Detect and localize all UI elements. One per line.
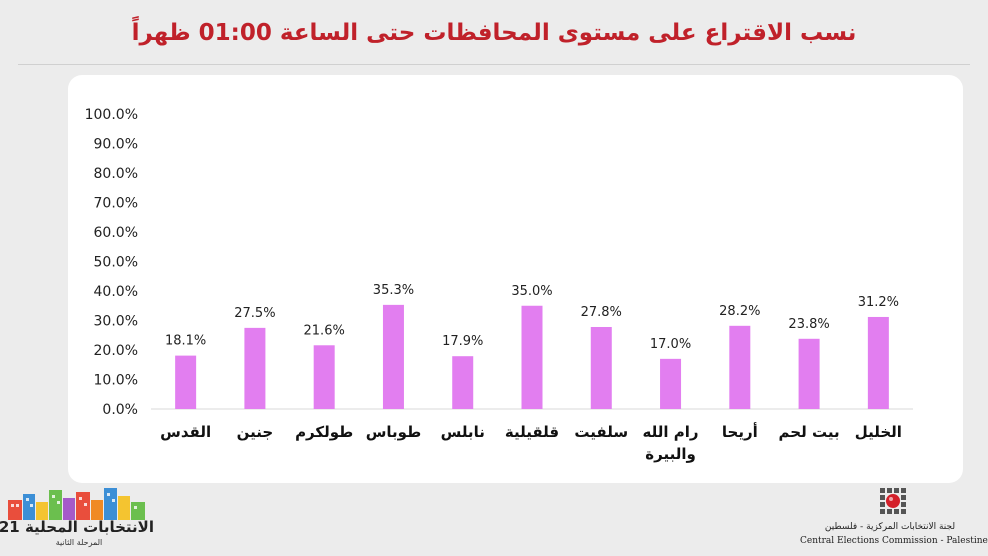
bar [382, 304, 404, 409]
category-label: رام الله والبيرة [643, 423, 699, 463]
bar [798, 338, 820, 409]
bar [244, 327, 266, 409]
data-label: 27.5% [234, 306, 275, 321]
bar-chart: 0.0% 10.0% 20.0% 30.0% 40.0% 50.0% 60.0% 70.0% 8… [85, 107, 913, 463]
bar [867, 316, 889, 409]
y-tick-label: 40.0% [94, 284, 138, 300]
data-label: 23.8% [788, 317, 829, 332]
category-label: طولكرم [295, 423, 353, 441]
title-divider [18, 64, 970, 65]
logo-left-title: الانتخابات المحلية 2021 [0, 518, 154, 536]
category-label: سلفيت [574, 423, 628, 441]
data-label: 35.3% [373, 283, 414, 298]
category-label: طوباس [366, 423, 422, 441]
data-label: 21.6% [304, 323, 345, 338]
cec-name-arabic: لجنة الانتخابات المركزية - فلسطين [824, 522, 956, 532]
bar [729, 325, 751, 409]
y-tick-label: 30.0% [94, 314, 138, 330]
y-tick-label: 60.0% [94, 225, 138, 241]
logo-left-subtitle: المرحلة الثانية [55, 538, 103, 547]
y-tick-label: 70.0% [94, 196, 138, 212]
y-tick-label: 90.0% [94, 137, 138, 153]
data-label: 35.0% [511, 284, 552, 299]
y-tick-label: 10.0% [94, 373, 138, 389]
data-label: 18.1% [165, 334, 206, 349]
buildings-icon [8, 488, 145, 520]
category-label: بيت لحم [779, 423, 840, 441]
y-tick-label: 80.0% [94, 166, 138, 182]
bar [521, 305, 543, 409]
y-tick-label: 0.0% [102, 402, 138, 418]
data-label: 28.2% [719, 304, 760, 319]
y-tick-label: 100.0% [85, 107, 138, 123]
cec-name-english: Central Elections Commission - Palestine [800, 536, 988, 546]
page-title: نسب الاقتراع على مستوى المحافظات حتى الس… [131, 20, 857, 46]
category-label: القدس [160, 423, 211, 441]
bar [175, 355, 197, 409]
data-label: 27.8% [581, 305, 622, 320]
bar [452, 356, 474, 409]
cec-logo: لجنة الانتخابات المركزية - فلسطين Centra… [800, 484, 988, 554]
category-label: نابلس [441, 423, 485, 441]
category-label: قلقيلية [505, 423, 559, 441]
data-label: 17.9% [442, 334, 483, 349]
y-tick-label: 20.0% [94, 343, 138, 359]
bar [590, 326, 612, 409]
chart-card: 0.0% 10.0% 20.0% 30.0% 40.0% 50.0% 60.0% 70.0% 8… [68, 75, 963, 483]
category-label: جنين [237, 423, 274, 441]
local-elections-logo: الانتخابات المحلية 2021 المرحلة الثانية [0, 486, 154, 554]
bar [313, 345, 335, 409]
category-label: أريحا [722, 422, 758, 441]
y-tick-label: 50.0% [94, 255, 138, 271]
data-label: 31.2% [858, 295, 899, 310]
cec-emblem-icon [880, 488, 906, 514]
category-label: الخليل [855, 423, 902, 441]
bar [660, 358, 682, 409]
data-label: 17.0% [650, 337, 691, 352]
